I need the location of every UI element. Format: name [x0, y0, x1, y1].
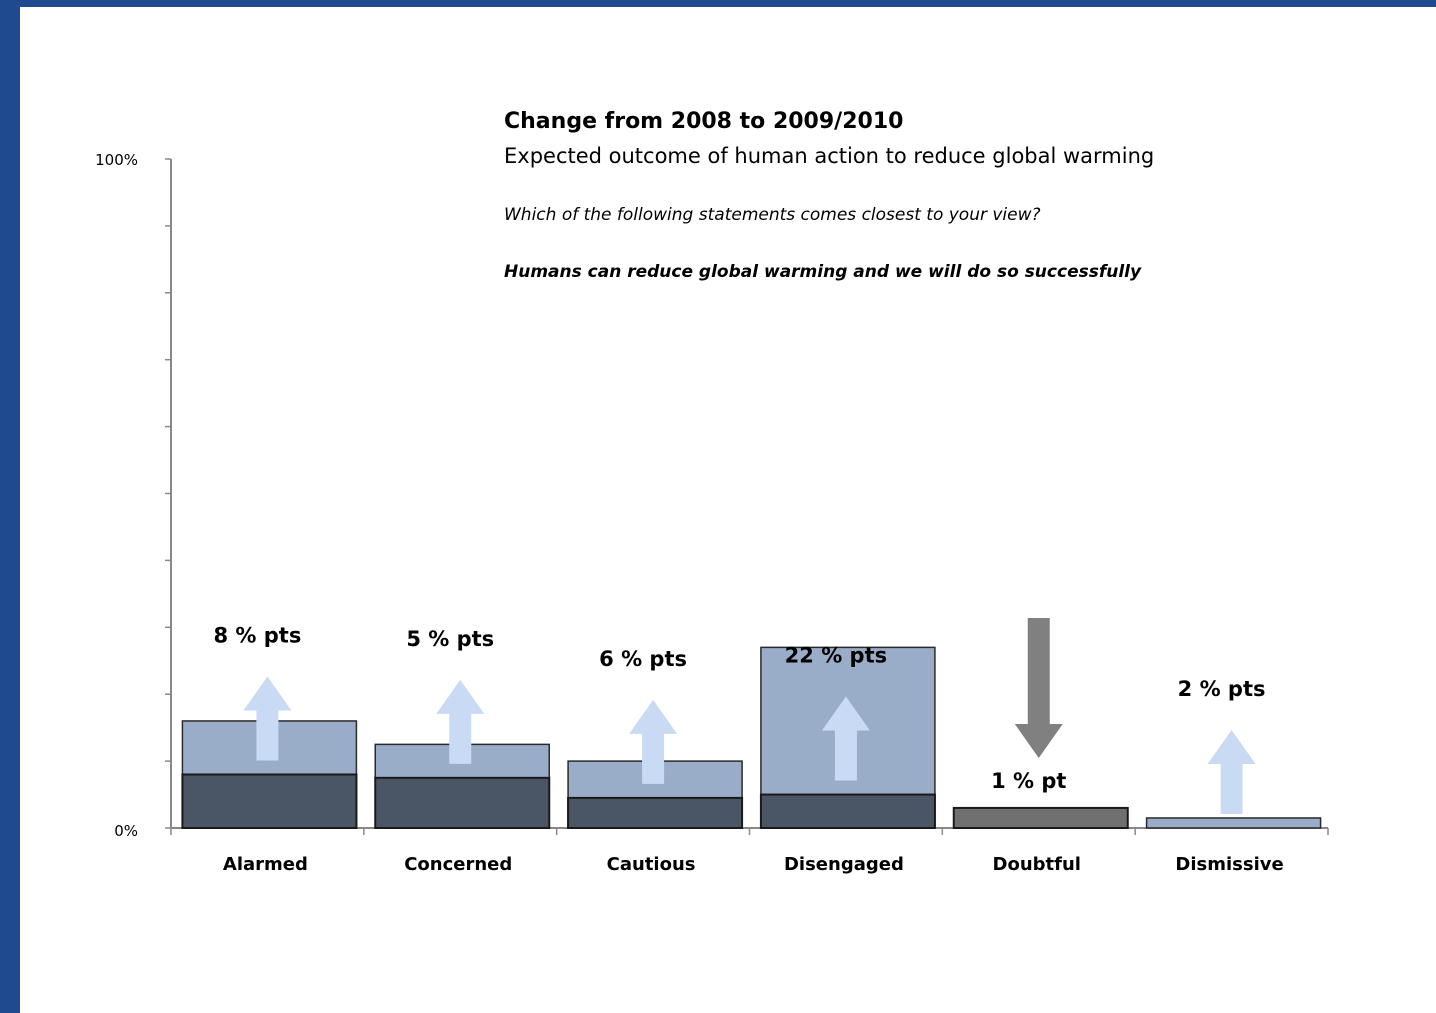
x-tick-label: Cautious	[607, 854, 696, 875]
x-tick-label: Dismissive	[1175, 854, 1283, 875]
change-arrow-up-dismissive	[1207, 730, 1256, 814]
x-tick-label: Disengaged	[784, 854, 904, 875]
x-tick-label: Alarmed	[223, 854, 308, 875]
change-label: 1 % pt	[991, 769, 1066, 793]
change-label: 6 % pts	[599, 647, 687, 671]
bar-previous-doubtful	[952, 806, 1129, 829]
bar-current-dismissive	[1145, 817, 1322, 829]
y-tick-label: 100%	[95, 151, 138, 169]
change-arrow-up-cautious	[629, 699, 678, 784]
x-tick-label: Doubtful	[993, 854, 1081, 875]
bar-previous-cautious	[567, 796, 744, 830]
change-arrow-down-doubtful	[1014, 617, 1063, 758]
bar-previous-concerned	[374, 776, 551, 830]
change-arrow-up-alarmed	[243, 676, 292, 761]
chart-title: Change from 2008 to 2009/2010	[504, 109, 903, 134]
x-tick-label: Concerned	[404, 854, 512, 875]
change-label: 8 % pts	[213, 623, 301, 647]
change-label: 2 % pts	[1178, 677, 1266, 701]
chart-question: Which of the following statements comes …	[504, 205, 1041, 225]
change-arrow-up-concerned	[436, 679, 485, 764]
y-tick-label: 0%	[114, 822, 138, 840]
chart: Change from 2008 to 2009/2010 Expected o…	[95, 109, 1329, 875]
change-arrow-up-disengaged	[821, 696, 870, 781]
slide: Change from 2008 to 2009/2010 Expected o…	[20, 7, 1436, 1013]
chart-subtitle: Expected outcome of human action to redu…	[504, 144, 1154, 168]
bar-previous-alarmed	[181, 773, 358, 829]
chart-statement: Humans can reduce global warming and we …	[504, 262, 1142, 282]
plot-area: 100% 0% Alarmed 8 % pts Concerned 5 % pts Caut…	[95, 151, 1329, 875]
change-label: 22 % pts	[785, 644, 887, 668]
bar-previous-disengaged	[759, 793, 936, 829]
change-label: 5 % pts	[406, 627, 494, 651]
